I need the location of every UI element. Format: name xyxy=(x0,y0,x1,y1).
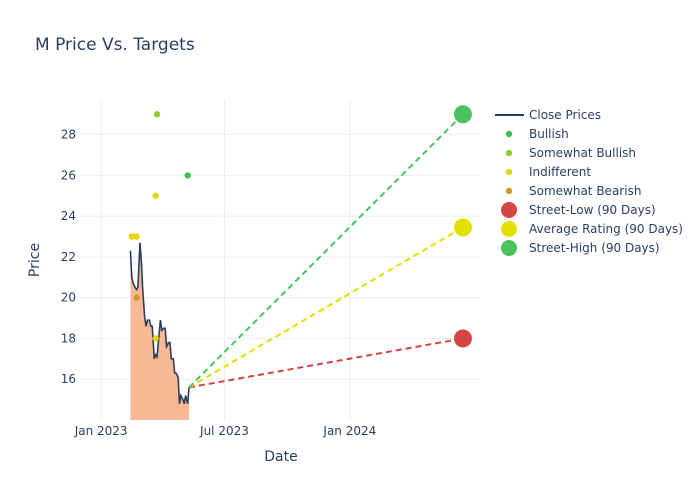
target-lines xyxy=(188,113,464,389)
grid-lines xyxy=(80,100,480,420)
legend-marker-swatch xyxy=(501,240,517,256)
legend-label: Bullish xyxy=(529,127,569,141)
legend-label: Somewhat Bullish xyxy=(529,146,636,160)
y-axis-title: Price xyxy=(27,243,43,277)
legend-marker-swatch xyxy=(501,221,517,237)
street-high-marker xyxy=(453,105,472,124)
indifferent-rating-point xyxy=(152,335,159,342)
x-axis-title: Date xyxy=(264,449,297,465)
y-tick-label: 22 xyxy=(61,250,76,264)
indifferent-rating-point xyxy=(128,233,135,240)
street-low-target-line xyxy=(188,337,464,389)
legend-marker-swatch xyxy=(501,202,517,218)
x-tick-label: Jul 2023 xyxy=(199,424,249,438)
legend-label: Indifferent xyxy=(529,165,591,179)
legend: Close Prices Bullish Somewhat Bullish Indif… xyxy=(495,108,683,256)
x-tick-label: Jan 2024 xyxy=(322,424,376,438)
legend-dot-swatch xyxy=(505,168,513,176)
y-tick-label: 20 xyxy=(61,291,76,305)
axes: 16 18 20 22 24 26 28 Jan 2023 Jul 2023 Jan 2024 xyxy=(61,128,377,438)
average-rating-marker xyxy=(453,218,472,237)
somewhat-bearish-rating-point xyxy=(133,294,140,301)
indifferent-rating-point xyxy=(152,192,159,199)
legend-label: Close Prices xyxy=(529,108,601,122)
street-low-marker xyxy=(453,329,472,348)
chart-title: M Price Vs. Targets xyxy=(35,35,195,55)
y-tick-label: 26 xyxy=(61,168,76,182)
legend-label: Somewhat Bearish xyxy=(529,184,641,198)
bullish-rating-point xyxy=(184,172,191,179)
x-tick-label: Jan 2023 xyxy=(74,424,128,438)
legend-dot-swatch xyxy=(505,187,513,195)
rating-points xyxy=(128,105,472,348)
close-price-line xyxy=(129,242,190,404)
average-rating-target-line xyxy=(188,226,464,389)
legend-label: Street-High (90 Days) xyxy=(529,241,660,255)
legend-dot-swatch xyxy=(505,130,513,138)
y-tick-label: 24 xyxy=(61,209,76,223)
y-tick-label: 28 xyxy=(61,128,76,142)
y-tick-label: 16 xyxy=(61,372,76,386)
close-price-series xyxy=(129,242,190,404)
street-high-target-line xyxy=(188,113,464,389)
legend-dot-swatch xyxy=(505,149,513,157)
legend-label: Street-Low (90 Days) xyxy=(529,203,656,217)
somewhat-bullish-rating-point xyxy=(153,111,161,118)
indifferent-rating-point xyxy=(133,233,140,240)
legend-label: Average Rating (90 Days) xyxy=(529,222,683,236)
y-tick-label: 18 xyxy=(61,331,76,345)
